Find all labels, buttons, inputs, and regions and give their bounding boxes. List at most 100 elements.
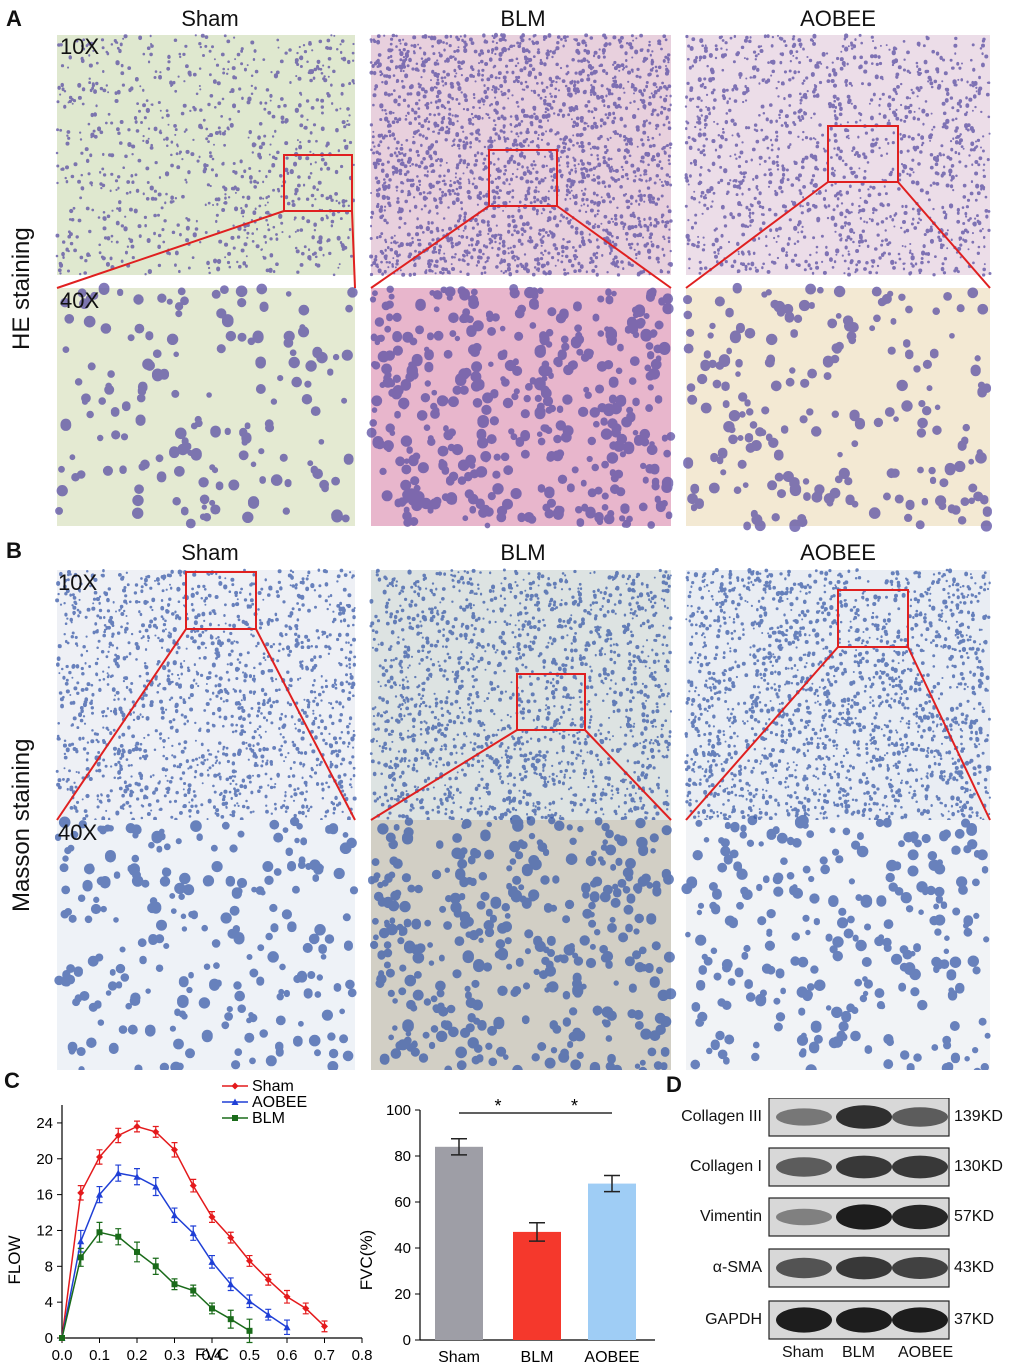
blot-lane-label-blm: BLM xyxy=(842,1344,875,1361)
data-point-aobee xyxy=(77,1237,85,1245)
blot-row-1-band-2 xyxy=(892,1155,948,1179)
panel-b-mag-high: 40X xyxy=(58,820,98,845)
bar-category-label-blm: BLM xyxy=(521,1349,554,1366)
series-line-blm xyxy=(61,1231,250,1339)
blot-row-1-band-1 xyxy=(836,1155,892,1179)
line-chart-x-tick-label: 0.3 xyxy=(164,1347,185,1364)
b-imgs-zoom-line-left-sham xyxy=(56,628,187,821)
data-point-blm xyxy=(77,1254,84,1261)
a-imgs-high-sham-nuclei xyxy=(55,282,358,529)
data-point-blm xyxy=(171,1281,178,1288)
panel-a-micrographs xyxy=(55,32,993,533)
data-point-blm xyxy=(134,1248,140,1255)
panel-b-col-title-aobee: AOBEE xyxy=(800,540,876,565)
line-chart-y-tick-label: 16 xyxy=(36,1187,53,1204)
panel-a-col-title-sham: Sham xyxy=(181,6,239,31)
line-chart-axes: 0.0 0.1 0.2 0.3 0.4 0.5 0.6 0.7 0.8 0 4 8 12 16 20 24 xyxy=(36,1105,372,1364)
western-blot-image xyxy=(768,1098,950,1340)
b-imgs-zoom-line-left-aobee xyxy=(685,646,839,821)
data-point-sham xyxy=(133,1123,141,1131)
bar-category-label-aobee: AOBEE xyxy=(584,1349,639,1366)
legend-label-sham: Sham xyxy=(252,1080,294,1095)
blot-row-0-kd: 139KD xyxy=(954,1108,1003,1125)
panel-a-letter: A xyxy=(6,6,22,31)
data-point-blm xyxy=(246,1327,253,1334)
blot-row-3-band-2 xyxy=(892,1257,948,1279)
b-imgs-low-sham-nuclei xyxy=(55,568,357,823)
a-imgs-low-blm-nuclei xyxy=(369,32,673,277)
bar-chart-bars: Sham BLM AOBEE * * xyxy=(435,1096,640,1366)
blot-row-3-band-1 xyxy=(836,1256,892,1280)
data-point-sham xyxy=(321,1322,328,1330)
panel-c-letter: C xyxy=(4,1068,20,1093)
line-chart-x-tick-label: 0.5 xyxy=(239,1347,260,1364)
data-point-blm xyxy=(190,1287,197,1294)
panel-a-mag-high: 40X xyxy=(60,288,100,313)
panel-b-col-title-sham: Sham xyxy=(181,540,239,565)
line-chart-y-tick-label: 20 xyxy=(36,1151,53,1168)
data-point-sham xyxy=(189,1182,197,1190)
data-point-aobee xyxy=(264,1311,272,1318)
line-chart-xlabel: FVC xyxy=(195,1345,229,1364)
blot-row-4-band-0 xyxy=(776,1307,832,1333)
blot-row-0-label: Collagen III xyxy=(681,1108,762,1125)
b-imgs-zoom-line-right-sham xyxy=(255,628,356,821)
panel-a-mag-low: 10X xyxy=(60,34,100,59)
b-imgs-zoom-box-aobee xyxy=(837,589,909,648)
a-imgs-high-aobee-nuclei xyxy=(683,282,993,533)
series-line-aobee xyxy=(61,1172,288,1339)
a-imgs-high-sham xyxy=(57,288,355,526)
data-point-aobee xyxy=(133,1173,141,1180)
panel-c-charts: 0.0 0.1 0.2 0.3 0.4 0.5 0.6 0.7 0.8 0 4 8 12 16 20 24 S… xyxy=(5,1080,655,1366)
b-imgs-high-sham-nuclei xyxy=(54,816,359,1070)
bar-sham xyxy=(435,1146,483,1340)
blot-row-0-band-1 xyxy=(836,1105,892,1129)
b-imgs-low-blm-nuclei xyxy=(369,568,673,822)
a-imgs-low-aobee-nuclei xyxy=(684,33,992,277)
significance-star-1: * xyxy=(494,1096,501,1116)
a-imgs-zoom-line-left-aobee xyxy=(685,181,829,289)
a-imgs-zoom-box-blm xyxy=(488,149,558,207)
bar-error-blm xyxy=(529,1221,545,1242)
a-imgs-zoom-box-sham xyxy=(283,154,353,212)
data-point-aobee xyxy=(171,1211,178,1219)
b-imgs-zoom-line-left-blm xyxy=(370,729,518,821)
blot-row-2-band-0 xyxy=(776,1208,832,1226)
blot-row-3-label: α-SMA xyxy=(712,1259,762,1276)
data-point-aobee xyxy=(208,1258,216,1265)
line-chart-y-tick-label: 0 xyxy=(45,1330,53,1347)
data-point-aobee xyxy=(189,1229,197,1237)
b-imgs-zoom-line-right-blm xyxy=(584,729,672,821)
significance-star-2: * xyxy=(571,1096,578,1116)
line-chart-x-tick-label: 0.4 xyxy=(202,1347,223,1364)
data-point-blm xyxy=(209,1305,215,1312)
panel-a-col-title-blm: BLM xyxy=(500,6,546,31)
blot-row-4-label: GAPDH xyxy=(705,1311,762,1328)
blot-row-0-band-2 xyxy=(892,1107,948,1127)
blot-row-1-kd: 130KD xyxy=(954,1158,1003,1175)
b-imgs-zoom-line-right-aobee xyxy=(907,646,991,821)
data-point-sham xyxy=(302,1304,310,1312)
blot-row-2-band-2 xyxy=(892,1204,948,1230)
panel-b-col-title-blm: BLM xyxy=(500,540,546,565)
b-imgs-zoom-box-sham xyxy=(185,571,257,630)
b-imgs-zoom-box-blm xyxy=(516,673,586,731)
a-imgs-zoom-box-aobee xyxy=(827,125,899,183)
data-point-sham xyxy=(227,1234,235,1242)
blot-row-2-kd: 57KD xyxy=(954,1208,995,1225)
data-point-blm xyxy=(59,1335,65,1341)
blot-row-1-band-0 xyxy=(776,1157,832,1177)
data-point-sham xyxy=(283,1293,291,1301)
blot-row-4-kd: 37KD xyxy=(954,1311,995,1328)
line-chart-x-tick-label: 0.7 xyxy=(314,1347,335,1364)
blot-row-4-band-2 xyxy=(892,1307,948,1333)
line-chart-x-tick-label: 0.0 xyxy=(52,1347,73,1364)
blot-row-2-label: Vimentin xyxy=(700,1208,762,1225)
panel-d-letter: D xyxy=(666,1072,682,1097)
b-imgs-high-blm-nuclei xyxy=(368,814,677,1070)
data-point-sham xyxy=(77,1189,85,1197)
bar-chart-y-tick-label: 40 xyxy=(394,1240,411,1257)
line-chart-y-tick-label: 8 xyxy=(45,1258,53,1275)
data-point-aobee xyxy=(152,1183,160,1190)
